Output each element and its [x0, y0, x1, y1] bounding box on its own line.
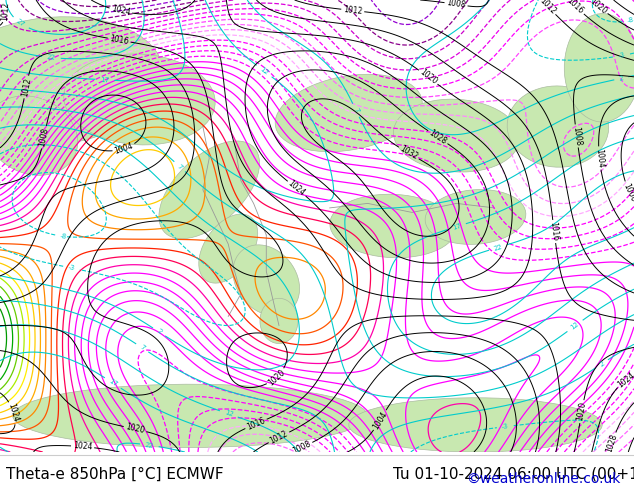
Text: -3: -3 [618, 52, 625, 59]
Text: 1028: 1028 [605, 433, 619, 454]
Text: 1028: 1028 [427, 128, 448, 146]
Text: 1012: 1012 [268, 429, 290, 445]
Text: 1020: 1020 [576, 401, 588, 422]
Text: 1004: 1004 [594, 148, 605, 168]
Text: 2: 2 [619, 75, 624, 82]
Text: 2: 2 [598, 360, 605, 368]
Text: 1008: 1008 [571, 126, 583, 146]
Text: 12: 12 [259, 66, 269, 76]
Text: -3: -3 [67, 265, 75, 271]
Text: 17: 17 [451, 222, 462, 231]
Text: 1020: 1020 [125, 422, 145, 436]
Text: 1016: 1016 [109, 34, 129, 46]
Text: 1016: 1016 [245, 416, 266, 432]
Text: -8: -8 [60, 233, 67, 240]
Text: 22: 22 [145, 441, 154, 449]
Text: Tu 01-10-2024 06:00 UTC (00+174): Tu 01-10-2024 06:00 UTC (00+174) [393, 466, 634, 482]
Text: 1024: 1024 [73, 441, 93, 452]
Text: 1012: 1012 [1, 1, 11, 21]
Text: 1024: 1024 [6, 402, 21, 423]
Text: 2: 2 [155, 328, 162, 336]
Text: 1000: 1000 [621, 182, 634, 203]
Text: 1016: 1016 [565, 0, 585, 16]
Text: 1008: 1008 [446, 0, 466, 10]
Text: 17: 17 [107, 378, 118, 388]
Text: 1012: 1012 [538, 0, 557, 16]
Text: 1004: 1004 [371, 410, 389, 431]
Text: 1016: 1016 [548, 221, 560, 242]
Text: 17: 17 [100, 76, 110, 83]
Text: 1008: 1008 [291, 440, 313, 456]
Text: 1012: 1012 [343, 5, 363, 16]
Text: 7: 7 [139, 344, 146, 352]
Text: 1024: 1024 [110, 4, 131, 18]
Text: 1020: 1020 [266, 368, 287, 387]
Text: 12: 12 [224, 410, 234, 418]
Text: 1024: 1024 [616, 370, 634, 389]
Text: 1004: 1004 [113, 141, 134, 156]
Text: 7: 7 [176, 163, 183, 171]
Text: 1032: 1032 [398, 145, 419, 162]
Text: 22: 22 [47, 54, 56, 61]
Text: 1012: 1012 [20, 77, 32, 97]
Text: 12: 12 [570, 321, 580, 331]
Text: ©weatheronline.co.uk: ©weatheronline.co.uk [466, 472, 620, 486]
Text: 1020: 1020 [588, 0, 609, 16]
Text: 1020: 1020 [418, 68, 439, 87]
Text: 7: 7 [353, 107, 359, 114]
Text: 27: 27 [15, 18, 26, 28]
Text: 1024: 1024 [287, 179, 307, 198]
Text: -3: -3 [501, 423, 509, 430]
Text: -8: -8 [627, 17, 634, 24]
Text: 22: 22 [493, 244, 503, 251]
Text: Theta-e 850hPa [°C] ECMWF: Theta-e 850hPa [°C] ECMWF [6, 466, 224, 482]
Text: 1008: 1008 [37, 127, 51, 147]
